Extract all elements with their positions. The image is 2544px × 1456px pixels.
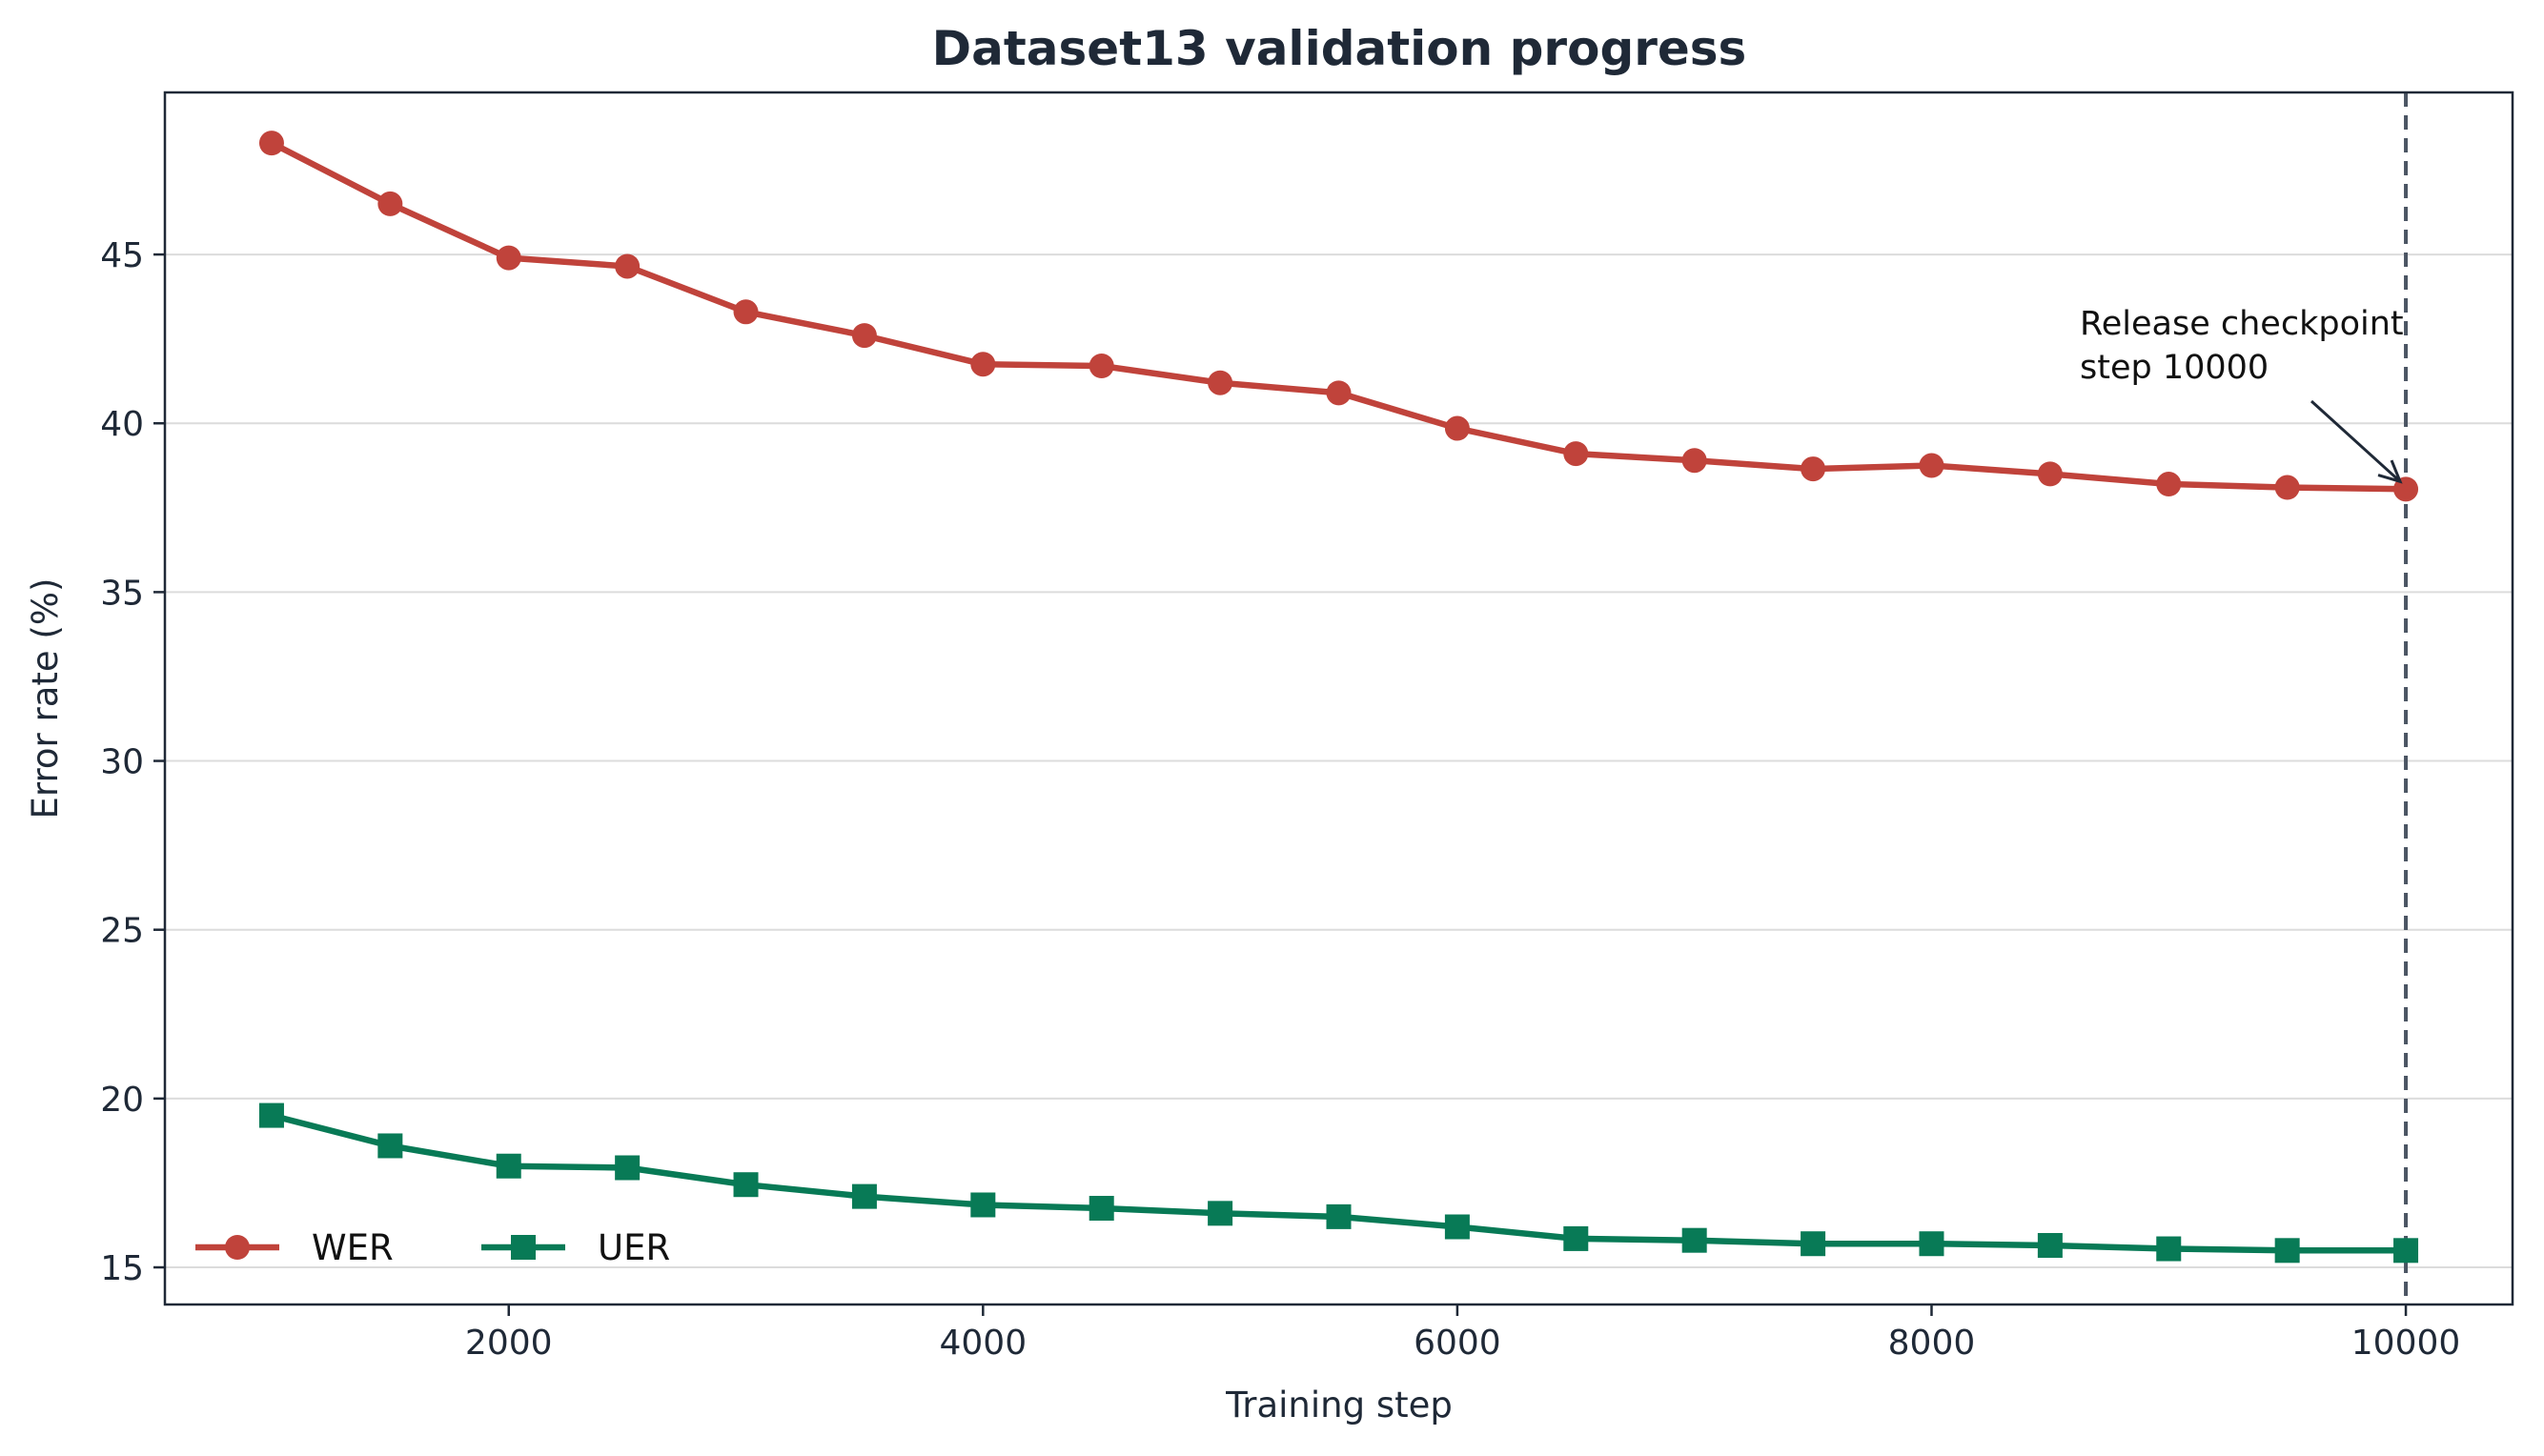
wer-point xyxy=(1444,415,1470,441)
wer-point xyxy=(1089,353,1114,378)
uer-point xyxy=(970,1192,996,1218)
wer-point xyxy=(2393,476,2419,502)
uer-point xyxy=(1089,1196,1114,1222)
x-tick-label: 8000 xyxy=(1888,1324,1976,1363)
uer-point xyxy=(496,1153,521,1179)
legend-item-wer: WER xyxy=(195,1227,394,1268)
series-layer xyxy=(258,131,2419,1264)
wer-point xyxy=(1919,453,1944,478)
y-tick-label: 35 xyxy=(100,574,144,613)
uer-point xyxy=(615,1155,641,1181)
uer-point xyxy=(1919,1231,1944,1257)
y-tick-label: 25 xyxy=(100,912,144,951)
wer-point xyxy=(1801,456,1826,482)
wer-point xyxy=(1563,441,1589,467)
wer-point xyxy=(2274,475,2300,500)
y-tick-label: 45 xyxy=(100,236,144,275)
uer-point xyxy=(733,1172,759,1198)
y-tick-label: 20 xyxy=(100,1081,144,1120)
uer-point xyxy=(258,1102,284,1128)
uer-point xyxy=(2274,1238,2300,1264)
uer-point xyxy=(377,1133,403,1159)
legend-item-uer: UER xyxy=(481,1227,670,1268)
legend-label-uer: UER xyxy=(598,1227,670,1268)
plot-frame xyxy=(163,91,2514,1306)
wer-point xyxy=(615,253,641,279)
wer-point xyxy=(1326,380,1352,406)
legend: WER UER xyxy=(195,1227,670,1268)
annotation: Release checkpoint step 10000 xyxy=(2080,305,2404,484)
wer-point xyxy=(2156,472,2182,497)
annotation-arrow xyxy=(2310,399,2402,483)
legend-label-wer: WER xyxy=(312,1227,394,1268)
y-tick-label: 40 xyxy=(100,405,144,444)
uer-point xyxy=(1444,1214,1470,1240)
annotation-text: step 10000 xyxy=(2080,349,2269,387)
legend-marker-wer xyxy=(225,1235,250,1260)
y-axis-label: Error rate (%) xyxy=(25,578,66,819)
x-tick-label: 4000 xyxy=(940,1324,1028,1363)
uer-point xyxy=(851,1183,877,1209)
x-tick-label: 6000 xyxy=(1414,1324,1501,1363)
wer-point xyxy=(258,131,284,156)
wer-point xyxy=(970,352,996,377)
x-axis-ticks: 2000 4000 6000 8000 10000 xyxy=(465,1304,2460,1363)
wer-point xyxy=(496,245,521,271)
uer-point xyxy=(1801,1231,1826,1257)
uer-point xyxy=(1208,1201,1233,1226)
x-axis-label: Training step xyxy=(1225,1385,1453,1426)
annotation-text: Release checkpoint xyxy=(2080,305,2404,343)
annotation-arrowhead xyxy=(2377,459,2403,484)
y-tick-label: 30 xyxy=(100,743,144,782)
wer-point xyxy=(733,299,759,325)
uer-point xyxy=(2037,1232,2063,1258)
series-uer xyxy=(258,1102,2419,1264)
uer-point xyxy=(2156,1236,2182,1262)
uer-point xyxy=(1563,1225,1589,1251)
uer-point xyxy=(2393,1238,2419,1264)
x-tick-label: 10000 xyxy=(2351,1324,2461,1363)
wer-point xyxy=(2037,461,2063,487)
x-tick-label: 2000 xyxy=(465,1324,553,1363)
wer-point xyxy=(1208,370,1233,395)
wer-point xyxy=(377,191,403,216)
grid xyxy=(165,253,2513,1269)
wer-point xyxy=(1681,448,1707,474)
wer-point xyxy=(851,323,877,349)
y-tick-label: 15 xyxy=(100,1249,144,1288)
legend-marker-uer xyxy=(511,1235,536,1260)
y-axis-ticks: 15 20 25 30 35 40 45 xyxy=(100,236,165,1288)
series-wer xyxy=(258,131,2419,502)
uer-point xyxy=(1681,1227,1707,1253)
chart-title: Dataset13 validation progress xyxy=(932,21,1747,76)
uer-point xyxy=(1326,1203,1352,1229)
